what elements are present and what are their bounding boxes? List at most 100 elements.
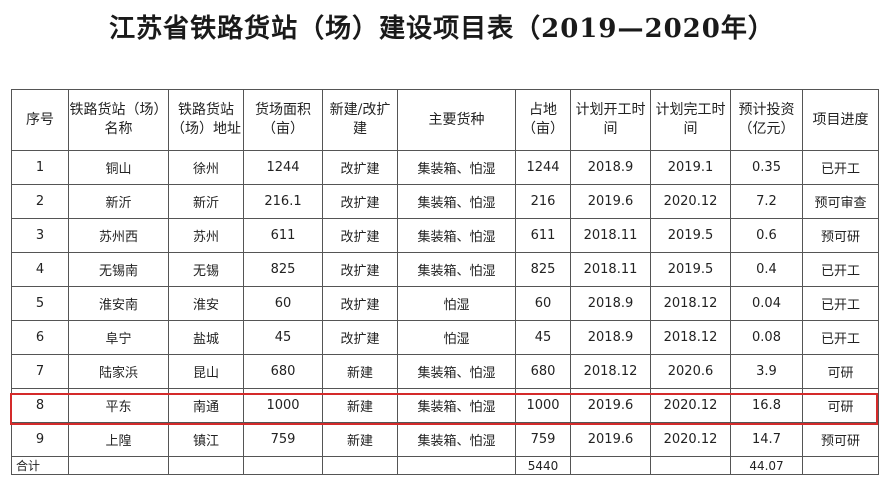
table-row: 9 上隍 镇江 759 新建 集装箱、怕湿 759 2019.6 2020.12 14.7 预可研 xyxy=(11,422,879,457)
table-row: 3 苏州西 苏州 611 改扩建 集装箱、怕湿 611 2018.11 2019.5 0.6 预可研 xyxy=(11,218,879,253)
cell-invest: 3.9 xyxy=(730,354,803,389)
cell-area: 45 xyxy=(243,320,323,355)
cell-progress: 预可研 xyxy=(802,422,879,457)
cell-progress: 已开工 xyxy=(802,252,879,287)
cell-progress: 已开工 xyxy=(802,286,879,321)
cell-start: 2018.12 xyxy=(570,354,651,389)
cell-area: 825 xyxy=(243,252,323,287)
cell-end: 2020.6 xyxy=(650,354,731,389)
cell-land: 759 xyxy=(515,422,571,457)
cell-start: 2019.6 xyxy=(570,184,651,219)
cell-end: 2019.1 xyxy=(650,150,731,185)
cell-invest: 0.08 xyxy=(730,320,803,355)
cell-cargo: 集装箱、怕湿 xyxy=(397,184,516,219)
cell-cargo: 集装箱、怕湿 xyxy=(397,150,516,185)
cell-no: 3 xyxy=(11,218,69,253)
cell-end: 2018.12 xyxy=(650,286,731,321)
cell-start: 2019.6 xyxy=(570,422,651,457)
cell-name: 上隍 xyxy=(68,422,169,457)
cell-end: 2020.12 xyxy=(650,388,731,423)
cell-invest: 16.8 xyxy=(730,388,803,423)
cell-type: 改扩建 xyxy=(322,184,398,219)
cell-type: 改扩建 xyxy=(322,150,398,185)
cell-type: 改扩建 xyxy=(322,286,398,321)
col-header-invest: 预计投资（亿元） xyxy=(730,89,803,151)
cell-progress: 已开工 xyxy=(802,150,879,185)
cell-progress: 已开工 xyxy=(802,320,879,355)
cell-name: 铜山 xyxy=(68,150,169,185)
col-header-no: 序号 xyxy=(11,89,69,151)
cell-cargo: 集装箱、怕湿 xyxy=(397,218,516,253)
cell-address: 淮安 xyxy=(168,286,244,321)
table-row: 4 无锡南 无锡 825 改扩建 集装箱、怕湿 825 2018.11 2019.5 0.4 已开工 xyxy=(11,252,879,287)
cell-invest: 0.35 xyxy=(730,150,803,185)
total-invest: 44.07 xyxy=(730,456,803,475)
col-header-cargo: 主要货种 xyxy=(397,89,516,151)
col-header-end: 计划完工时间 xyxy=(650,89,731,151)
total-label: 合计 xyxy=(11,456,69,475)
cell-cargo: 集装箱、怕湿 xyxy=(397,422,516,457)
table-row: 6 阜宁 盐城 45 改扩建 怕湿 45 2018.9 2018.12 0.08 已开工 xyxy=(11,320,879,355)
cell-address: 新沂 xyxy=(168,184,244,219)
cell-no: 6 xyxy=(11,320,69,355)
table-row: 8 平东 南通 1000 新建 集装箱、怕湿 1000 2019.6 2020.12 16.8 可研 xyxy=(11,388,879,423)
cell-address: 无锡 xyxy=(168,252,244,287)
col-header-progress: 项目进度 xyxy=(802,89,879,151)
cell-invest: 0.04 xyxy=(730,286,803,321)
cell-type: 改扩建 xyxy=(322,252,398,287)
cell-address: 昆山 xyxy=(168,354,244,389)
cell-name: 新沂 xyxy=(68,184,169,219)
cell-end: 2019.5 xyxy=(650,252,731,287)
header-row: 序号 铁路货站（场）名称 铁路货站（场）地址 货场面积（亩） 新建/改扩建 主要… xyxy=(11,89,879,151)
table-row: 1 铜山 徐州 1244 改扩建 集装箱、怕湿 1244 2018.9 2019.1 0.35 已开… xyxy=(11,150,879,185)
cell-address: 南通 xyxy=(168,388,244,423)
cell-type: 新建 xyxy=(322,388,398,423)
cell-type: 改扩建 xyxy=(322,218,398,253)
cell-area: 611 xyxy=(243,218,323,253)
cell-land: 45 xyxy=(515,320,571,355)
cell-invest: 7.2 xyxy=(730,184,803,219)
col-header-area: 货场面积（亩） xyxy=(243,89,323,151)
cell-name: 阜宁 xyxy=(68,320,169,355)
cell-no: 2 xyxy=(11,184,69,219)
cell-cargo: 怕湿 xyxy=(397,320,516,355)
cell-progress: 可研 xyxy=(802,354,879,389)
cell-no: 8 xyxy=(11,388,69,423)
cell-progress: 可研 xyxy=(802,388,879,423)
cell-address: 盐城 xyxy=(168,320,244,355)
cell-land: 680 xyxy=(515,354,571,389)
cell-address: 苏州 xyxy=(168,218,244,253)
cell-address: 镇江 xyxy=(168,422,244,457)
page-title: 江苏省铁路货站（场）建设项目表（2019—2020年） xyxy=(109,14,775,44)
cell-area: 1244 xyxy=(243,150,323,185)
cell-land: 1244 xyxy=(515,150,571,185)
cell-area: 759 xyxy=(243,422,323,457)
cell-type: 新建 xyxy=(322,354,398,389)
cell-end: 2018.12 xyxy=(650,320,731,355)
col-header-start: 计划开工时间 xyxy=(570,89,651,151)
cell-area: 680 xyxy=(243,354,323,389)
cell-start: 2018.9 xyxy=(570,320,651,355)
cell-cargo: 集装箱、怕湿 xyxy=(397,388,516,423)
project-table: 序号 铁路货站（场）名称 铁路货站（场）地址 货场面积（亩） 新建/改扩建 主要… xyxy=(11,89,879,475)
cell-cargo: 怕湿 xyxy=(397,286,516,321)
cell-start: 2018.11 xyxy=(570,252,651,287)
cell-name: 平东 xyxy=(68,388,169,423)
cell-start: 2018.11 xyxy=(570,218,651,253)
cell-no: 1 xyxy=(11,150,69,185)
cell-land: 60 xyxy=(515,286,571,321)
cell-type: 新建 xyxy=(322,422,398,457)
cell-end: 2020.12 xyxy=(650,422,731,457)
cell-cargo: 集装箱、怕湿 xyxy=(397,252,516,287)
cell-address: 徐州 xyxy=(168,150,244,185)
cell-area: 216.1 xyxy=(243,184,323,219)
cell-area: 1000 xyxy=(243,388,323,423)
cell-name: 苏州西 xyxy=(68,218,169,253)
total-row: 合计 5440 44.07 xyxy=(11,456,879,475)
cell-start: 2018.9 xyxy=(570,150,651,185)
cell-end: 2020.12 xyxy=(650,184,731,219)
col-header-land: 占地（亩） xyxy=(515,89,571,151)
cell-no: 9 xyxy=(11,422,69,457)
cell-progress: 预可研 xyxy=(802,218,879,253)
cell-invest: 0.4 xyxy=(730,252,803,287)
